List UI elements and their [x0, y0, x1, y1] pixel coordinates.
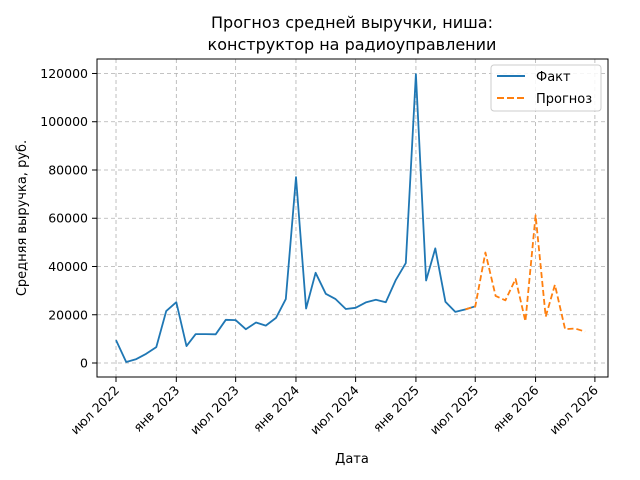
data-point-fact	[405, 262, 407, 264]
data-point-fact	[365, 301, 367, 303]
data-point-fact	[295, 176, 297, 178]
data-point-fact	[444, 301, 446, 303]
data-point-fact	[186, 345, 188, 347]
data-point-fact	[335, 298, 337, 300]
data-point-forecast	[545, 316, 547, 318]
data-point-forecast	[515, 278, 517, 280]
data-point-fact	[225, 319, 227, 321]
data-point-forecast	[504, 299, 506, 301]
data-point-fact	[145, 353, 147, 355]
y-tick-label: 0	[80, 356, 88, 371]
y-tick-label: 60000	[48, 211, 88, 226]
grid	[97, 59, 608, 377]
data-point-fact	[454, 311, 456, 313]
data-point-forecast	[474, 305, 476, 307]
series-line-fact	[115, 73, 476, 363]
data-point-forecast	[574, 328, 576, 330]
data-point-fact	[355, 307, 357, 309]
legend-label-forecast: Прогноз	[536, 92, 592, 107]
data-point-fact	[155, 346, 157, 348]
data-point-fact	[395, 279, 397, 281]
data-point-forecast	[484, 252, 486, 254]
data-point-fact	[245, 328, 247, 330]
data-point-fact	[265, 325, 267, 327]
data-point-fact	[345, 308, 347, 310]
data-point-fact	[425, 280, 427, 282]
data-point-fact	[135, 358, 137, 360]
data-point-fact	[165, 310, 167, 312]
data-point-fact	[305, 308, 307, 310]
series-line-forecast	[465, 214, 586, 333]
data-point-fact	[385, 301, 387, 303]
data-point-fact	[375, 299, 377, 301]
y-tick-label: 80000	[48, 162, 88, 177]
data-point-forecast	[564, 328, 566, 330]
data-point-fact	[195, 333, 197, 335]
data-point-fact	[115, 339, 117, 341]
data-point-fact	[315, 272, 317, 274]
data-point-fact	[255, 322, 257, 324]
data-point-forecast	[584, 331, 586, 333]
data-point-forecast	[535, 214, 537, 216]
data-point-fact	[415, 73, 417, 75]
chart-title: Прогноз средней выручки, ниша:	[211, 13, 493, 32]
series-layer	[115, 73, 586, 363]
legend-label-fact: Факт	[536, 70, 571, 85]
x-axis-label: Дата	[335, 452, 369, 467]
y-tick-label: 40000	[48, 259, 88, 274]
data-point-fact	[215, 333, 217, 335]
data-point-fact	[325, 293, 327, 295]
data-point-fact	[125, 361, 127, 363]
legend: Факт Прогноз	[490, 64, 602, 112]
y-axis-label: Средняя выручка, руб.	[15, 140, 30, 296]
chart-subtitle: конструктор на радиоуправлении	[208, 35, 497, 54]
data-point-forecast	[464, 308, 466, 310]
y-tick-label: 20000	[48, 307, 88, 322]
data-point-fact	[285, 298, 287, 300]
data-point-fact	[205, 333, 207, 335]
y-tick-label: 100000	[40, 114, 88, 129]
data-point-forecast	[524, 320, 526, 322]
data-point-fact	[235, 319, 237, 321]
data-point-forecast	[554, 284, 556, 286]
data-point-fact	[275, 317, 277, 319]
data-point-fact	[434, 247, 436, 249]
data-point-forecast	[495, 295, 497, 297]
y-tick-label: 120000	[40, 66, 88, 81]
data-point-fact	[175, 301, 177, 303]
